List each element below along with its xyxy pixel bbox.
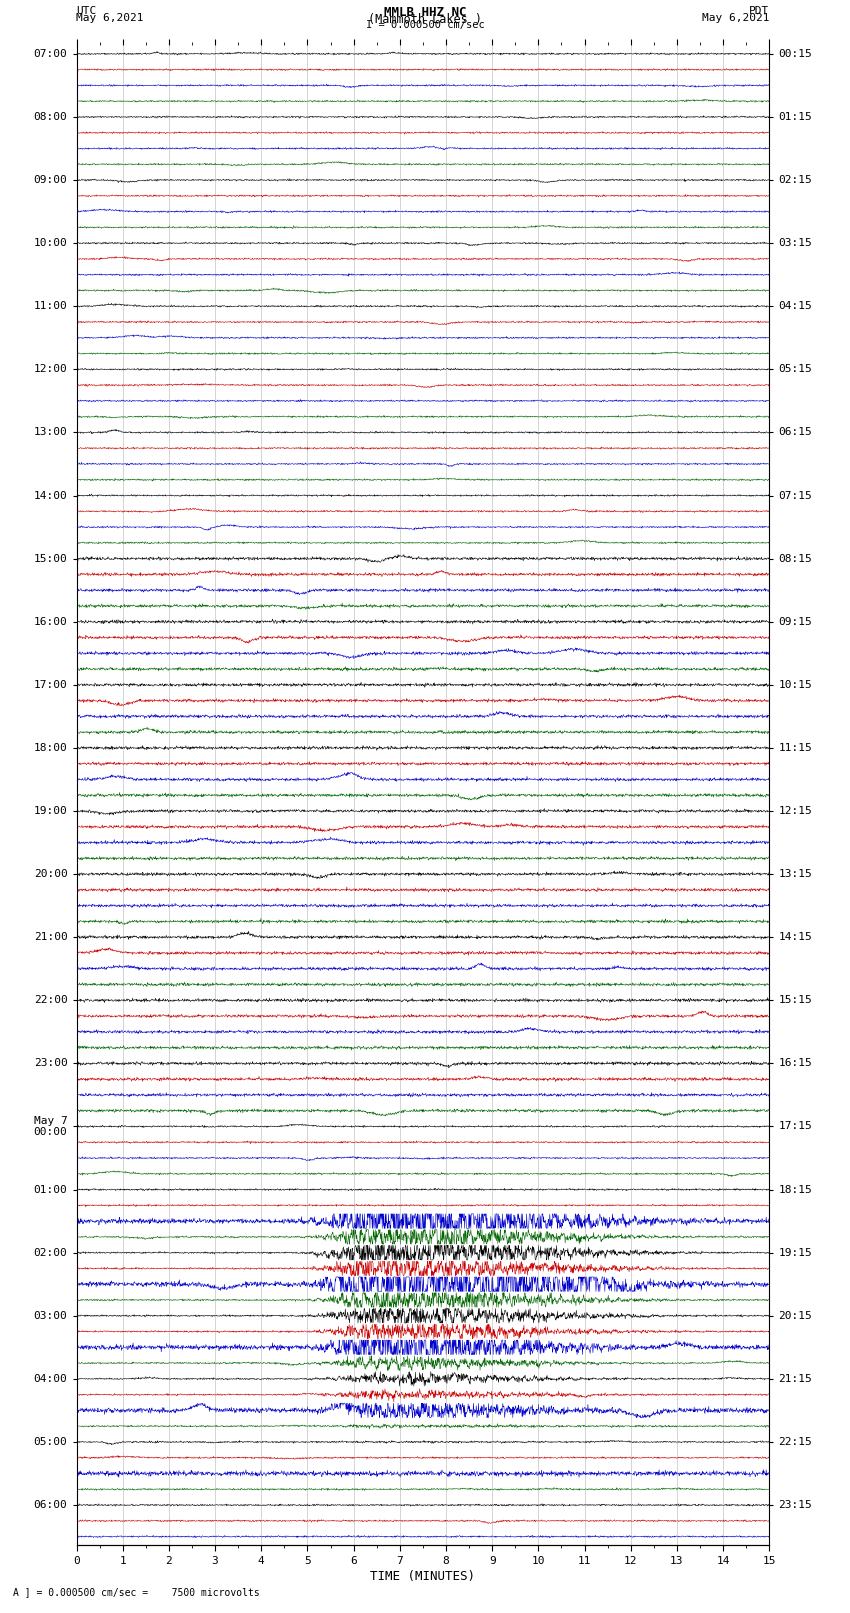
Text: May 6,2021: May 6,2021 (76, 13, 144, 23)
Text: MMLB HHZ NC: MMLB HHZ NC (383, 6, 467, 19)
Text: (Mammoth Lakes ): (Mammoth Lakes ) (368, 13, 482, 26)
Text: UTC: UTC (76, 6, 97, 16)
Text: PDT: PDT (749, 6, 769, 16)
Text: May 6,2021: May 6,2021 (702, 13, 769, 23)
X-axis label: TIME (MINUTES): TIME (MINUTES) (371, 1569, 475, 1582)
Text: A ] = 0.000500 cm/sec =    7500 microvolts: A ] = 0.000500 cm/sec = 7500 microvolts (13, 1587, 259, 1597)
Text: I = 0.000500 cm/sec: I = 0.000500 cm/sec (366, 19, 484, 31)
